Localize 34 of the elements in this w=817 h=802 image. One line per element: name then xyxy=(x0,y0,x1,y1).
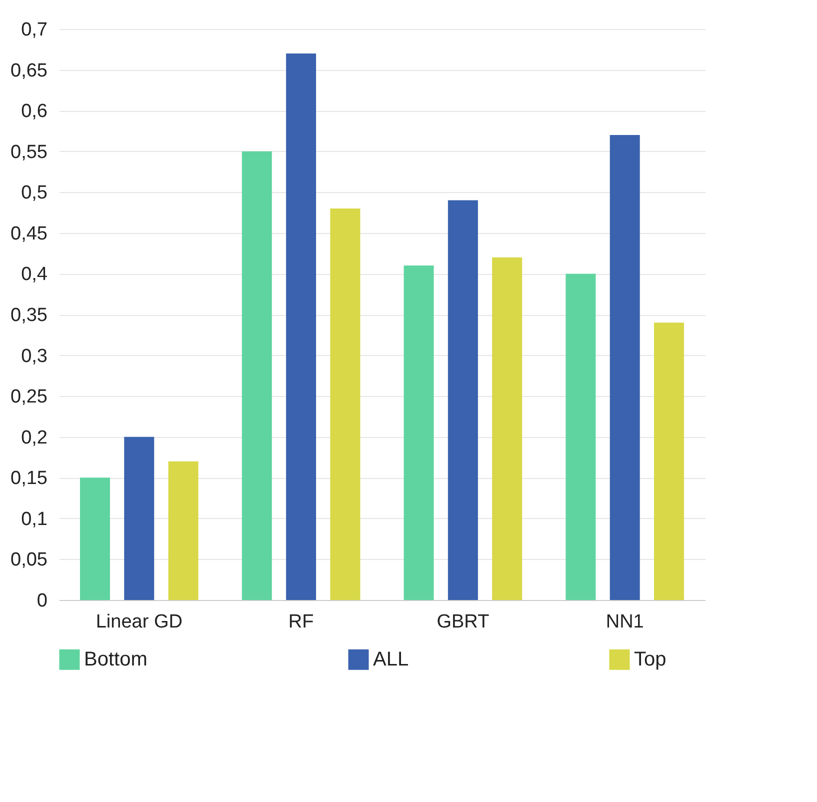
bar xyxy=(404,266,434,600)
y-tick-label: 0,4 xyxy=(21,264,48,286)
y-tick-label: 0,1 xyxy=(21,508,48,530)
bar xyxy=(286,53,316,600)
y-tick-label: 0,45 xyxy=(10,223,48,244)
bar xyxy=(242,151,272,600)
x-tick-label: Linear GD xyxy=(96,612,182,632)
bar xyxy=(654,322,684,600)
y-tick-label: 0,5 xyxy=(21,182,48,204)
legend-label: Bottom xyxy=(84,648,148,671)
bar xyxy=(124,436,154,600)
bar xyxy=(492,257,522,600)
bar xyxy=(610,135,640,600)
y-tick-label: 0,35 xyxy=(10,305,48,326)
y-tick-label: 0,05 xyxy=(10,550,48,571)
x-tick-label: RF xyxy=(288,612,314,632)
y-tick-label: 0,7 xyxy=(21,20,48,40)
y-tick-label: 0,6 xyxy=(21,101,48,122)
y-tick-label: 0,3 xyxy=(21,346,48,367)
x-tick-label: NN1 xyxy=(606,612,644,632)
y-tick-label: 0,25 xyxy=(10,386,48,408)
y-tick-label: 0 xyxy=(36,590,48,612)
y-tick-label: 0,65 xyxy=(10,60,48,82)
y-tick-label: 0,2 xyxy=(21,427,48,448)
y-tick-label: 0,15 xyxy=(10,468,48,490)
legend-label: Top xyxy=(634,648,666,671)
y-tick-label: 0,55 xyxy=(10,142,48,163)
x-tick-label: GBRT xyxy=(436,612,490,632)
bar xyxy=(80,478,110,600)
bar xyxy=(448,200,478,600)
bar xyxy=(168,461,198,600)
legend-label: ALL xyxy=(373,648,409,671)
bar xyxy=(330,208,360,600)
bar xyxy=(566,274,596,600)
